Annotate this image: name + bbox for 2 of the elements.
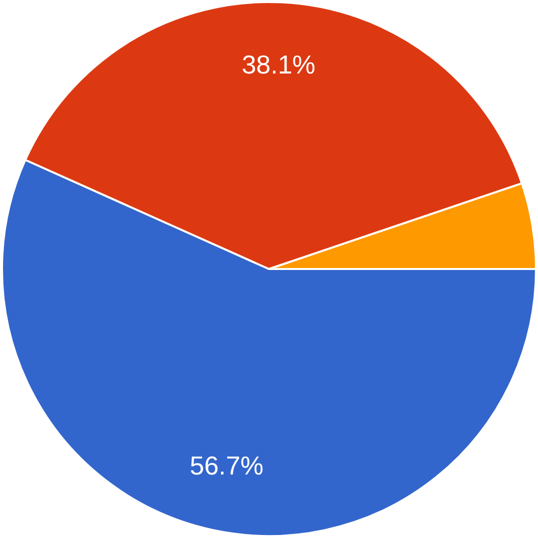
data-label: 38.1% <box>242 49 316 80</box>
data-label: 56.7% <box>190 450 264 481</box>
